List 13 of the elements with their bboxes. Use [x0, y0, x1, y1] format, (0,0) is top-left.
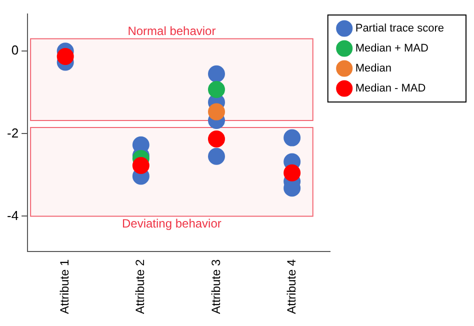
legend-label: Median + MAD — [355, 42, 428, 55]
band-label: Deviating behavior — [122, 216, 222, 231]
x-tick-label: Attribute 4 — [284, 258, 298, 314]
legend-label: Median — [355, 62, 392, 75]
y-tick-label: 0 — [11, 42, 19, 58]
legend-label: Partial trace score — [355, 22, 444, 35]
legend-label: Median - MAD — [355, 82, 426, 95]
x-tick-label: Attribute 2 — [133, 258, 148, 314]
x-tick-label: Attribute 3 — [208, 258, 223, 314]
band-label: Normal behavior — [128, 24, 216, 38]
y-tick-label: -4 — [6, 208, 19, 223]
y-tick-label: -2 — [6, 125, 19, 140]
x-tick-label: Attribute 1 — [58, 258, 72, 314]
